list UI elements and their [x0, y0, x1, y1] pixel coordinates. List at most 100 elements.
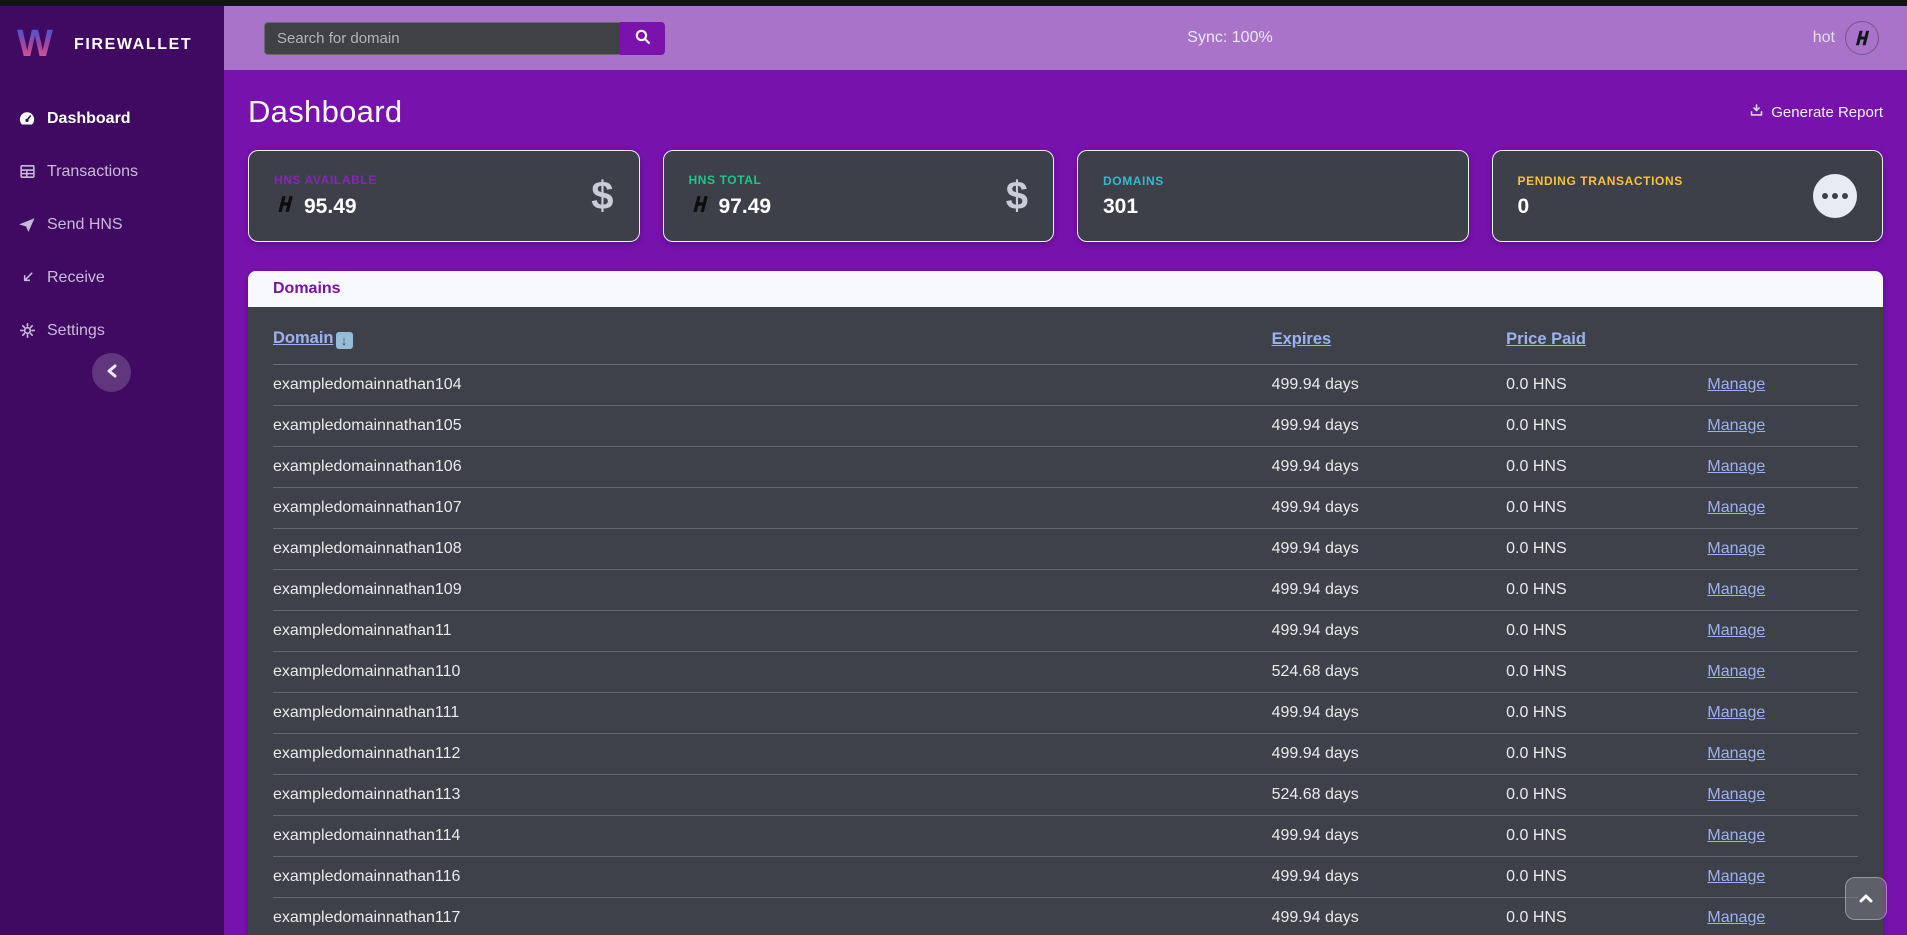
topbar: Sync: 100% hot [224, 6, 1907, 70]
stat-cards-row: HNS AVAILABLE 95.49 $ HNS TOTAL [248, 150, 1883, 242]
scroll-to-top-button[interactable] [1845, 877, 1887, 920]
sidebar-item-settings[interactable]: Settings [0, 304, 224, 357]
stat-card-hns-available: HNS AVAILABLE 95.49 $ [248, 150, 640, 242]
price-paid-cell: 0.0 HNS [1506, 856, 1708, 898]
expires-cell: 499.94 days [1271, 692, 1507, 734]
manage-link[interactable]: Manage [1707, 581, 1766, 598]
chevron-left-icon [106, 364, 118, 381]
manage-link[interactable]: Manage [1707, 622, 1766, 639]
domain-table-row: exampledomainnathan105 499.94 days 0.0 H… [273, 405, 1858, 447]
window-top-strip [0, 0, 1907, 6]
manage-link[interactable]: Manage [1707, 704, 1766, 721]
sidebar-item-dashboard[interactable]: Dashboard [0, 92, 224, 145]
manage-link[interactable]: Manage [1707, 786, 1766, 803]
price-paid-cell: 0.0 HNS [1506, 897, 1708, 935]
search-icon [634, 28, 651, 48]
search-button[interactable] [620, 21, 665, 55]
sidebar-item-label: Send HNS [47, 215, 123, 233]
handshake-logo-icon [689, 194, 711, 219]
expires-cell: 499.94 days [1271, 815, 1507, 857]
sort-by-price-link[interactable]: Price Paid [1506, 329, 1586, 348]
domain-table-row: exampledomainnathan11 499.94 days 0.0 HN… [273, 610, 1858, 652]
sidebar-item-receive[interactable]: Receive [0, 251, 224, 304]
domain-cell: exampledomainnathan113 [273, 774, 1272, 816]
sidebar-item-label: Receive [47, 268, 105, 286]
domain-table-row: exampledomainnathan117 499.94 days 0.0 H… [273, 897, 1858, 935]
sidebar-item-send-hns[interactable]: Send HNS [0, 198, 224, 251]
domains-card-title: Domains [273, 280, 341, 297]
brand[interactable]: W FIREWALLET [0, 6, 224, 78]
domain-cell: exampledomainnathan104 [273, 364, 1272, 406]
price-paid-cell: 0.0 HNS [1506, 733, 1708, 775]
domain-table-row: exampledomainnathan110 524.68 days 0.0 H… [273, 651, 1858, 693]
stat-card-domains: DOMAINS 301 [1077, 150, 1469, 242]
manage-link[interactable]: Manage [1707, 909, 1766, 926]
stat-card-label: HNS AVAILABLE [274, 173, 377, 187]
domain-cell: exampledomainnathan11 [273, 610, 1272, 652]
stat-card-label: HNS TOTAL [688, 173, 762, 187]
manage-link[interactable]: Manage [1707, 376, 1766, 393]
manage-link[interactable]: Manage [1707, 868, 1766, 885]
expires-cell: 499.94 days [1271, 733, 1507, 775]
price-paid-cell: 0.0 HNS [1506, 405, 1708, 447]
price-paid-cell: 0.0 HNS [1506, 651, 1708, 693]
expires-cell: 499.94 days [1271, 897, 1507, 935]
domain-table-row: exampledomainnathan112 499.94 days 0.0 H… [273, 733, 1858, 775]
sidebar-collapse-button[interactable] [92, 353, 131, 392]
search-input[interactable] [264, 21, 620, 55]
page-head: Dashboard Generate Report [248, 94, 1883, 130]
firewallet-w-logo: W [16, 21, 62, 70]
ellipsis-icon[interactable] [1813, 174, 1857, 218]
sort-by-expires-link[interactable]: Expires [1271, 329, 1332, 348]
app-root: W FIREWALLET Dashboard [0, 6, 1907, 935]
chevron-up-icon [1859, 891, 1873, 906]
manage-link[interactable]: Manage [1707, 663, 1766, 680]
domains-table-wrap: Domain ↓ Expires Price Paid exampledomain… [248, 307, 1883, 935]
stat-card-value: 301 [1103, 194, 1139, 218]
handshake-logo-icon[interactable] [1845, 21, 1879, 55]
sidebar-item-transactions[interactable]: Transactions [0, 145, 224, 198]
stat-card-pending-transactions: PENDING TRANSACTIONS 0 [1491, 150, 1883, 242]
dashboard-content: Dashboard Generate Report HNS AVAILABLE [224, 70, 1907, 935]
manage-link[interactable]: Manage [1707, 417, 1766, 434]
download-icon [1749, 103, 1764, 122]
domain-cell: exampledomainnathan111 [273, 692, 1272, 734]
domain-cell: exampledomainnathan117 [273, 897, 1272, 935]
domain-cell: exampledomainnathan116 [273, 856, 1272, 898]
domain-table-row: exampledomainnathan114 499.94 days 0.0 H… [273, 815, 1858, 857]
wallet-menu[interactable]: hot [1813, 21, 1907, 55]
domain-cell: exampledomainnathan114 [273, 815, 1272, 857]
price-paid-cell: 0.0 HNS [1506, 692, 1708, 734]
manage-link[interactable]: Manage [1707, 458, 1766, 475]
manage-link[interactable]: Manage [1707, 499, 1766, 516]
domain-cell: exampledomainnathan109 [273, 569, 1272, 611]
price-paid-cell: 0.0 HNS [1506, 364, 1708, 406]
manage-link[interactable]: Manage [1707, 745, 1766, 762]
domain-cell: exampledomainnathan112 [273, 733, 1272, 775]
domain-table-row: exampledomainnathan107 499.94 days 0.0 H… [273, 487, 1858, 529]
manage-link[interactable]: Manage [1707, 827, 1766, 844]
expires-cell: 499.94 days [1271, 487, 1507, 529]
sidebar-nav: Dashboard Transactions Send HNS [0, 92, 224, 357]
stat-card-hns-total: HNS TOTAL 97.49 $ [662, 150, 1054, 242]
expires-cell: 499.94 days [1271, 569, 1507, 611]
sort-by-domain-link[interactable]: Domain [273, 329, 334, 347]
sync-status: Sync: 100% [1187, 29, 1273, 46]
domain-table-row: exampledomainnathan109 499.94 days 0.0 H… [273, 569, 1858, 611]
price-paid-cell: 0.0 HNS [1506, 528, 1708, 570]
settings-gear-icon [18, 322, 36, 340]
domain-cell: exampledomainnathan106 [273, 446, 1272, 488]
domain-cell: exampledomainnathan107 [273, 487, 1272, 529]
domains-card-header: Domains [248, 271, 1883, 307]
price-paid-cell: 0.0 HNS [1506, 774, 1708, 816]
main-column: Sync: 100% hot Dashboard [224, 6, 1907, 935]
domains-table: Domain ↓ Expires Price Paid exampledomain… [273, 321, 1858, 935]
sort-down-icon: ↓ [335, 332, 353, 349]
expires-cell: 499.94 days [1271, 856, 1507, 898]
generate-report-button[interactable]: Generate Report [1749, 103, 1883, 122]
expires-cell: 499.94 days [1271, 405, 1507, 447]
price-paid-cell: 0.0 HNS [1506, 610, 1708, 652]
dashboard-gauge-icon [18, 110, 36, 128]
stat-card-value: 0 [1517, 194, 1530, 218]
manage-link[interactable]: Manage [1707, 540, 1766, 557]
